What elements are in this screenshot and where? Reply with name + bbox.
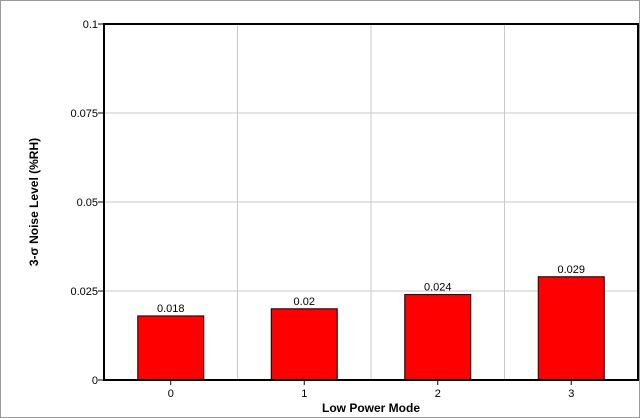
bar xyxy=(537,276,605,381)
bar xyxy=(270,308,338,381)
data-labels: 0.018 0.02 0.024 0.029 xyxy=(157,264,585,315)
y-tick-label: 0 xyxy=(92,375,98,387)
y-tick-label: 0.05 xyxy=(77,197,98,209)
bar xyxy=(137,315,205,381)
data-label: 0.02 xyxy=(294,296,315,308)
data-label: 0.018 xyxy=(157,303,185,315)
bar xyxy=(404,294,472,381)
x-axis-title: Low Power Mode xyxy=(322,401,420,415)
y-axis-ticks: 0 0.025 0.05 0.075 0.1 xyxy=(70,19,104,387)
y-tick-label: 0.075 xyxy=(70,108,98,120)
y-axis-title: 3-σ Noise Level (%RH) xyxy=(27,138,41,266)
bars xyxy=(137,276,605,381)
plot-area-border xyxy=(103,23,639,381)
x-tick-label: 0 xyxy=(168,388,174,400)
data-label: 0.029 xyxy=(557,264,585,276)
y-tick-label: 0.1 xyxy=(83,19,98,31)
x-tick-label: 2 xyxy=(435,388,441,400)
x-tick-label: 1 xyxy=(301,388,307,400)
y-tick-label: 0.025 xyxy=(70,286,98,298)
x-tick-label: 3 xyxy=(568,388,574,400)
data-label: 0.024 xyxy=(424,282,452,294)
x-axis-ticks: 0 1 2 3 xyxy=(168,380,574,400)
